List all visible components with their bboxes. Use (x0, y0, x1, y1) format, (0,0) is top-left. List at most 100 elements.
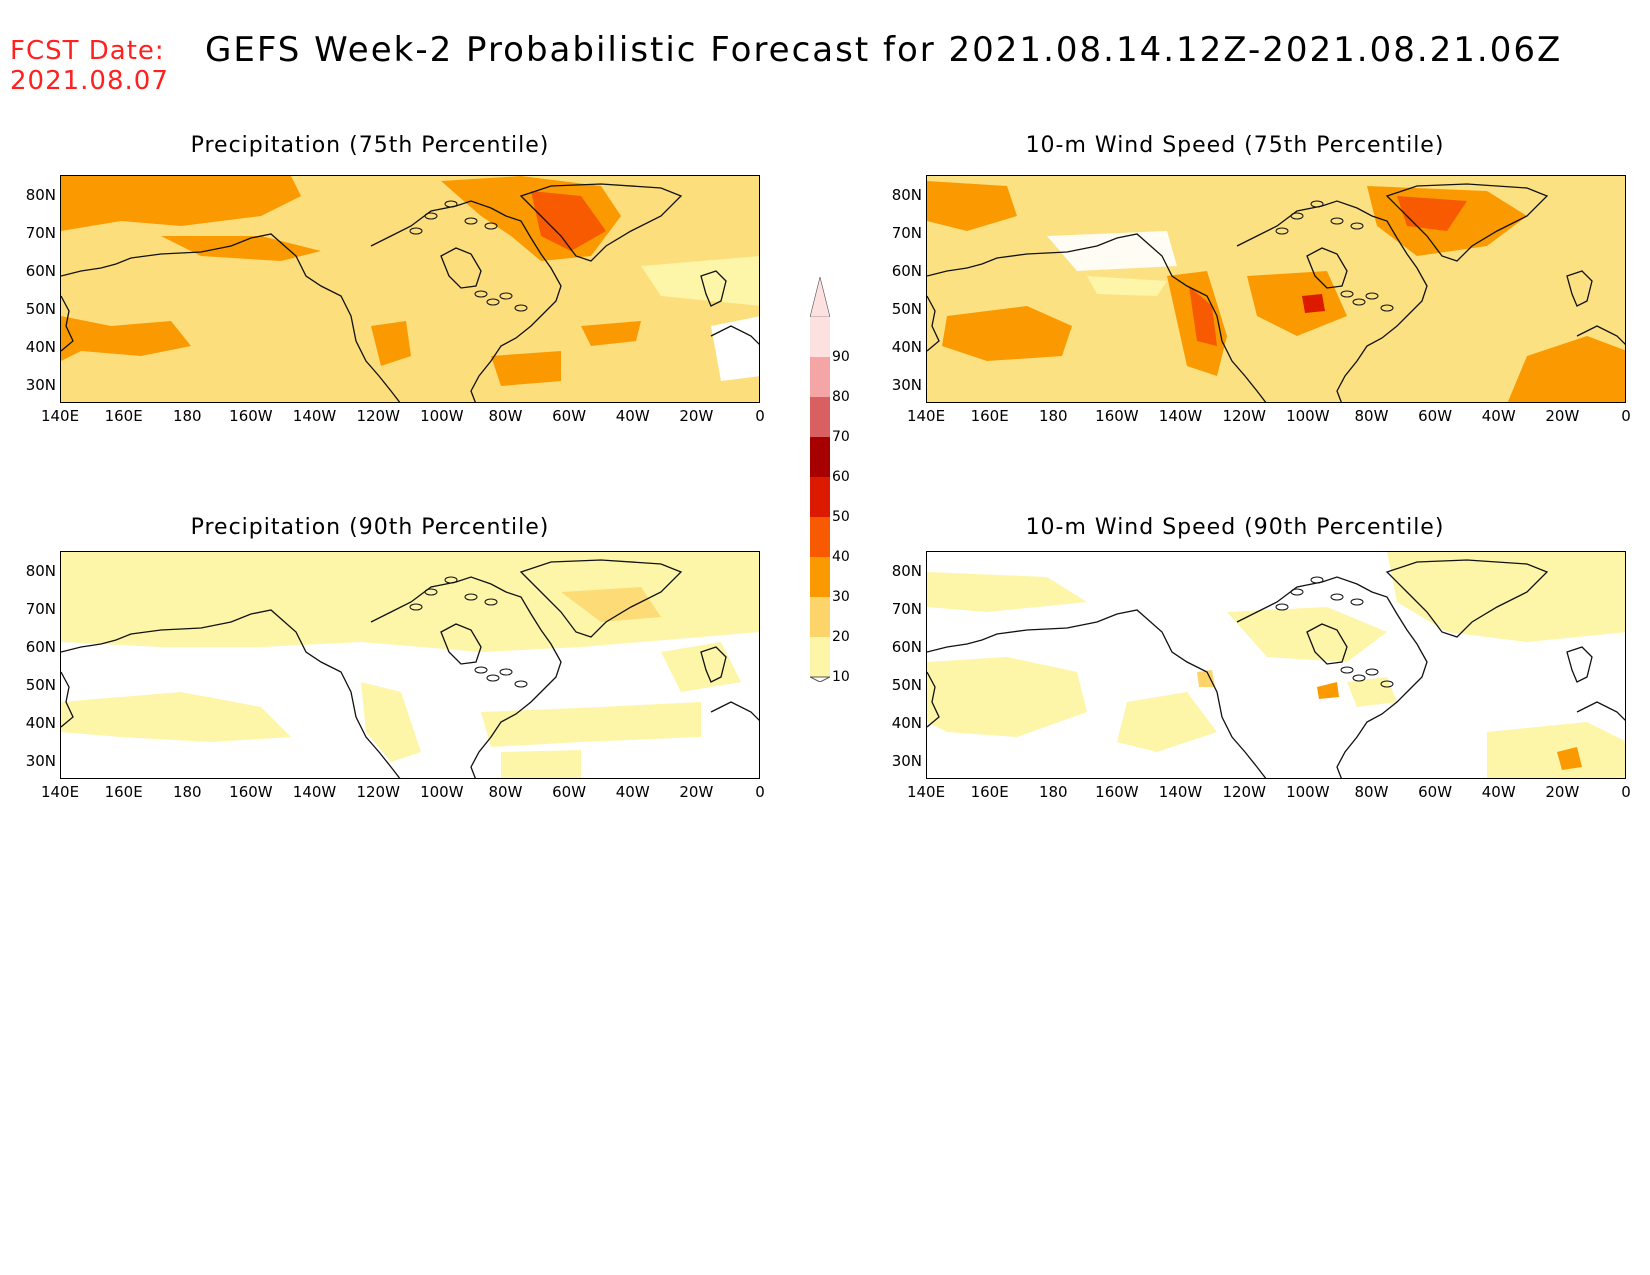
lat-tick-label: 30N (891, 752, 922, 770)
lat-tick-label: 60N (25, 262, 56, 280)
colorbar-label: 70 (832, 429, 850, 445)
lon-tick-label: 160E (104, 783, 143, 801)
lon-tick-label: 60W (552, 407, 587, 425)
colorbar-label: 50 (832, 509, 850, 525)
lat-tick-label: 60N (891, 262, 922, 280)
lon-tick-label: 60W (1418, 783, 1453, 801)
colorbar-segment (810, 357, 830, 397)
lat-tick-label: 70N (25, 600, 56, 618)
colorbar-label: 10 (832, 669, 850, 685)
lon-tick-label: 180 (172, 783, 202, 801)
lat-tick-label: 70N (891, 600, 922, 618)
map-precip-75 (60, 175, 760, 403)
lon-tick-label: 0 (1621, 783, 1631, 801)
lon-tick-label: 80W (1354, 407, 1389, 425)
colorbar-label: 30 (832, 589, 850, 605)
lon-tick-label: 0 (1621, 407, 1631, 425)
map-field (61, 552, 759, 778)
map-wind-75 (926, 175, 1626, 403)
lon-tick-label: 80W (1354, 783, 1389, 801)
lon-tick-label: 40W (1481, 783, 1516, 801)
colorbar-segment (810, 637, 830, 677)
colorbar-label: 90 (832, 349, 850, 365)
colorbar-segment (810, 597, 830, 637)
colorbar-segment (810, 317, 830, 357)
lat-tick-label: 70N (891, 224, 922, 242)
lon-tick-label: 140E (40, 783, 80, 801)
lat-tick-label: 40N (891, 714, 922, 732)
lat-tick-label: 30N (891, 376, 922, 394)
map-precip-90 (60, 551, 760, 779)
lon-tick-label: 140W (292, 407, 337, 425)
lon-tick-label: 40W (615, 783, 650, 801)
lon-tick-label: 120W (1222, 783, 1266, 801)
lon-tick-label: 120W (1222, 407, 1266, 425)
lon-tick-label: 180 (1038, 407, 1068, 425)
lon-tick-label: 120W (356, 407, 400, 425)
lon-tick-label: 160E (970, 407, 1009, 425)
lat-tick-label: 60N (25, 638, 56, 656)
lon-tick-label: 100W (420, 407, 464, 425)
lat-tick-label: 40N (25, 338, 56, 356)
colorbar-segment (810, 557, 830, 597)
map-field (61, 176, 759, 402)
map-wind-90 (926, 551, 1626, 779)
lon-tick-label: 140W (1158, 407, 1203, 425)
lon-tick-label: 20W (1545, 407, 1580, 425)
lat-tick-label: 40N (25, 714, 56, 732)
lon-tick-label: 140W (1158, 783, 1203, 801)
lon-tick-label: 60W (1418, 407, 1453, 425)
lon-tick-label: 160W (229, 783, 273, 801)
lon-tick-label: 80W (488, 407, 523, 425)
page-title: GEFS Week-2 Probabilistic Forecast for 2… (205, 30, 1563, 70)
lon-tick-label: 160W (1095, 407, 1139, 425)
panel-title-precip-75: Precipitation (75th Percentile) (190, 133, 550, 158)
lon-tick-label: 40W (615, 407, 650, 425)
lon-tick-label: 160E (970, 783, 1009, 801)
lon-tick-label: 20W (679, 407, 714, 425)
colorbar-segment (810, 477, 830, 517)
lon-tick-label: 40W (1481, 407, 1516, 425)
colorbar-segment (810, 397, 830, 437)
lat-tick-label: 30N (25, 376, 56, 394)
lat-tick-label: 80N (891, 186, 922, 204)
lon-tick-label: 140E (40, 407, 80, 425)
lat-tick-label: 50N (25, 300, 56, 318)
lon-tick-label: 140E (906, 407, 946, 425)
lat-tick-label: 80N (25, 186, 56, 204)
lat-tick-label: 50N (891, 300, 922, 318)
colorbar-top-arrow (810, 276, 830, 318)
colorbar-label: 40 (832, 549, 850, 565)
panel-title-precip-90: Precipitation (90th Percentile) (190, 515, 550, 540)
panel-title-wind-90: 10-m Wind Speed (90th Percentile) (1025, 515, 1445, 540)
lon-tick-label: 100W (1286, 783, 1330, 801)
colorbar-segment (810, 517, 830, 557)
lat-tick-label: 80N (891, 562, 922, 580)
map-field (927, 552, 1625, 778)
lon-tick-label: 140E (906, 783, 946, 801)
lon-tick-label: 0 (755, 783, 765, 801)
panel-title-wind-75: 10-m Wind Speed (75th Percentile) (1025, 133, 1445, 158)
lon-tick-label: 0 (755, 407, 765, 425)
forecast-date-value: 2021.08.07 (10, 66, 169, 96)
forecast-date-label: FCST Date: (10, 36, 165, 66)
lat-tick-label: 80N (25, 562, 56, 580)
lon-tick-label: 100W (1286, 407, 1330, 425)
lon-tick-label: 100W (420, 783, 464, 801)
lat-tick-label: 30N (25, 752, 56, 770)
lon-tick-label: 20W (1545, 783, 1580, 801)
lon-tick-label: 60W (552, 783, 587, 801)
lat-tick-label: 70N (25, 224, 56, 242)
lon-tick-label: 120W (356, 783, 400, 801)
colorbar-label: 60 (832, 469, 850, 485)
lon-tick-label: 160W (1095, 783, 1139, 801)
colorbar-segment (810, 437, 830, 477)
lat-tick-label: 50N (25, 676, 56, 694)
lon-tick-label: 180 (172, 407, 202, 425)
colorbar-label: 20 (832, 629, 850, 645)
lat-tick-label: 50N (891, 676, 922, 694)
lon-tick-label: 160W (229, 407, 273, 425)
lon-tick-label: 80W (488, 783, 523, 801)
lon-tick-label: 140W (292, 783, 337, 801)
colorbar (810, 276, 830, 682)
